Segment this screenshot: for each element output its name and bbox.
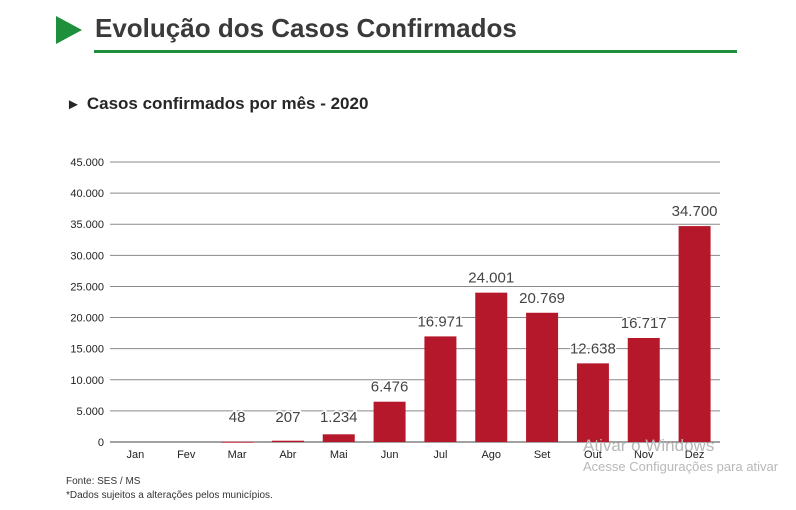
data-label: 34.700 [672, 203, 718, 220]
y-tick-label: 35.000 [70, 219, 104, 231]
data-label: 24.001 [468, 270, 514, 287]
green-triangle-icon [56, 16, 82, 44]
bar [576, 363, 609, 442]
triangle-bullet-icon: ► [66, 96, 81, 113]
data-label: 207 [275, 409, 300, 426]
bar [322, 434, 355, 442]
x-tick-label: Nov [634, 449, 654, 461]
y-tick-label: 5.000 [76, 406, 104, 418]
data-label: 6.476 [371, 379, 409, 396]
x-tick-label: Set [534, 449, 551, 461]
y-tick-label: 15.000 [70, 344, 104, 356]
bar [221, 441, 254, 443]
y-tick-label: 10.000 [70, 375, 104, 387]
data-label: 1.234 [320, 409, 358, 426]
bar [526, 312, 559, 442]
bar [373, 401, 406, 442]
data-label: 48 [229, 409, 246, 426]
data-label: 16.717 [621, 315, 667, 332]
x-tick-label: Jun [381, 449, 399, 461]
bar [678, 226, 711, 442]
chart-subtitle: ► Casos confirmados por mês - 2020 [66, 94, 368, 114]
x-tick-label: Dez [685, 449, 705, 461]
x-tick-label: Out [584, 449, 602, 461]
source-note: Fonte: SES / MS [66, 476, 141, 487]
chart-subtitle-text: Casos confirmados por mês - 2020 [86, 94, 369, 113]
windows-watermark-line1: Ativar o Windows [583, 436, 715, 455]
data-label: 16.971 [417, 313, 463, 330]
bar [627, 337, 660, 442]
x-tick-label: Fev [177, 449, 196, 461]
windows-watermark-line2: Acesse Configurações para ativar [583, 459, 779, 474]
y-tick-label: 30.000 [70, 250, 104, 262]
y-tick-label: 45.000 [70, 157, 104, 169]
x-tick-label: Mar [228, 449, 247, 461]
data-label: 12.638 [570, 340, 616, 357]
x-tick-label: Jan [127, 449, 145, 461]
x-tick-label: Jul [433, 449, 447, 461]
bar [424, 336, 457, 442]
title-divider [94, 50, 737, 53]
y-tick-label: 20.000 [70, 313, 104, 325]
data-label: 20.769 [519, 290, 565, 307]
disclaimer-note: *Dados sujeitos a alterações pelos munic… [66, 490, 273, 501]
bar [271, 440, 304, 442]
page-title: Evolução dos Casos Confirmados [95, 13, 517, 43]
x-tick-label: Ago [481, 449, 501, 461]
bar [475, 292, 508, 442]
y-tick-label: 40.000 [70, 188, 104, 200]
y-tick-label: 25.000 [70, 281, 104, 293]
x-tick-label: Abr [279, 449, 296, 461]
x-tick-label: Mai [330, 449, 348, 461]
y-tick-label: 0 [98, 437, 104, 449]
